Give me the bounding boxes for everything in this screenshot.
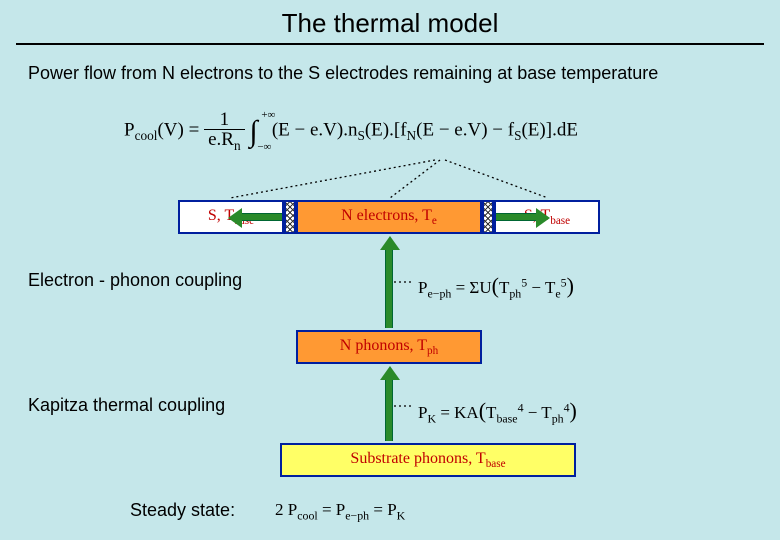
arrow-kapitza (385, 378, 393, 441)
title-underline (16, 43, 764, 45)
arrow-right (496, 213, 538, 221)
formula-pk: PK = KA(Tbase4 − Tph4) (418, 398, 577, 426)
label-electron-phonon: Electron - phonon coupling (28, 270, 242, 291)
box-substrate: Substrate phonons, Tbase (280, 443, 576, 477)
box-n-phonons-label: N phonons, Tph (340, 337, 438, 357)
formula-pe-ph: Pe−ph = ΣU(Tph5 − Te5) (418, 273, 574, 301)
label-steady-state: Steady state: (130, 500, 235, 521)
box-n-phonons: N phonons, Tph (296, 330, 482, 364)
arrow-left (240, 213, 282, 221)
box-n-electrons-label: N electrons, Te (341, 207, 437, 227)
formula-pcool: Pcool(V) = 1 e.Rn ∫+∞−∞ (E − e.V).nS(E).… (124, 110, 578, 152)
junction-right (482, 200, 494, 234)
label-kapitza: Kapitza thermal coupling (28, 395, 225, 416)
formula-steady: 2 Pcool = Pe−ph = PK (275, 500, 405, 523)
subtitle: Power flow from N electrons to the S ele… (28, 63, 780, 84)
arrow-e-ph (385, 248, 393, 328)
page-title: The thermal model (0, 0, 780, 39)
box-n-electrons: N electrons, Te (296, 200, 482, 234)
junction-left (284, 200, 296, 234)
box-substrate-label: Substrate phonons, Tbase (350, 450, 505, 470)
